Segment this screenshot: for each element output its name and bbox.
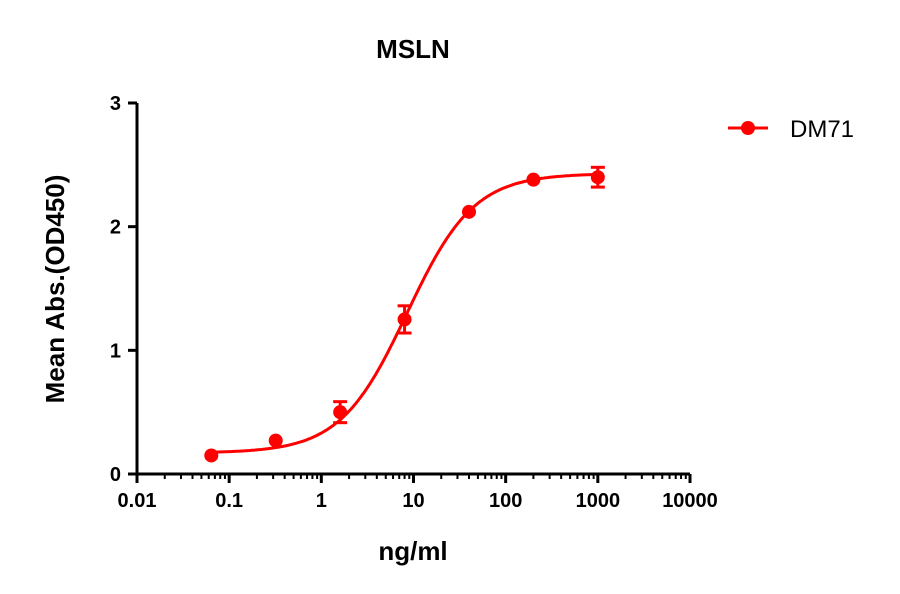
y-tick-label: 2 <box>110 217 121 239</box>
x-tick-label: 0.01 <box>118 490 157 512</box>
chart-title: MSLN <box>376 34 450 64</box>
x-tick-label: 1 <box>316 490 327 512</box>
x-tick-label: 10000 <box>662 490 718 512</box>
data-point <box>397 312 412 327</box>
x-tick-label: 0.1 <box>215 490 243 512</box>
data-point <box>204 448 219 463</box>
x-axis-label: ng/ml <box>378 536 447 566</box>
data-point <box>461 204 476 219</box>
y-tick-label: 1 <box>110 340 121 362</box>
data-point <box>590 170 605 185</box>
axes: 0.01 0.1 1 10 100 1000 10000 0 1 2 3 <box>110 93 718 512</box>
data-point <box>268 433 283 448</box>
y-tick-label: 3 <box>110 93 121 115</box>
x-tick-label: 1000 <box>576 490 621 512</box>
y-tick-label: 0 <box>110 464 121 486</box>
x-tick-label: 10 <box>402 490 424 512</box>
x-tick-label: 100 <box>489 490 522 512</box>
data-point <box>526 172 541 187</box>
plot-marks <box>204 165 605 463</box>
legend-marker <box>741 121 755 135</box>
legend: DM71 <box>728 116 854 143</box>
data-point <box>333 405 348 420</box>
y-axis-label: Mean Abs.(OD450) <box>40 175 70 404</box>
legend-label: DM71 <box>790 116 854 143</box>
